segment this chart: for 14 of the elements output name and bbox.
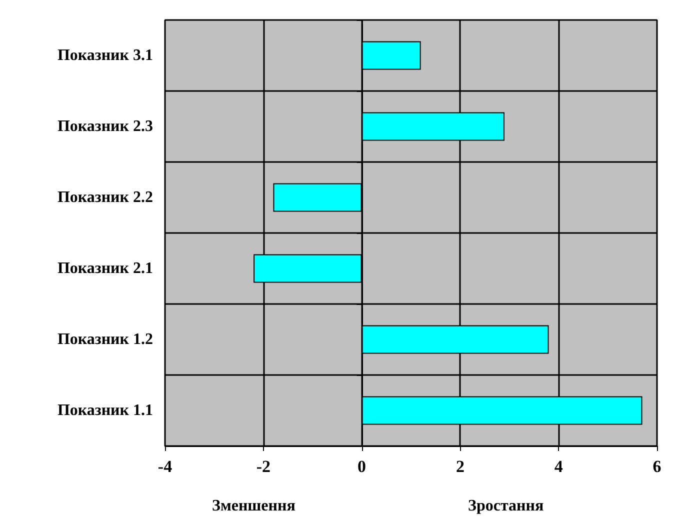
text: Зростання xyxy=(468,498,544,514)
x-tick-label: -4 xyxy=(158,457,173,476)
y-tick-label: Показник 2.1 xyxy=(57,260,153,277)
x-tick-label: 2 xyxy=(456,457,464,476)
x-tick-label: -2 xyxy=(256,457,270,476)
x-tick-label: 4 xyxy=(554,457,564,476)
y-tick-label: Показник 1.1 xyxy=(57,402,153,419)
y-tick-label: Показник 2.2 xyxy=(57,189,153,206)
y-tick-label: Показник 1.2 xyxy=(57,331,153,348)
x-tick-label: 0 xyxy=(358,457,366,476)
x-tick-label: 6 xyxy=(652,457,662,476)
y-tick-label: Показник 3.1 xyxy=(57,47,153,64)
text: Зменшення xyxy=(212,498,296,514)
y-tick-label: Показник 2.3 xyxy=(57,118,153,135)
